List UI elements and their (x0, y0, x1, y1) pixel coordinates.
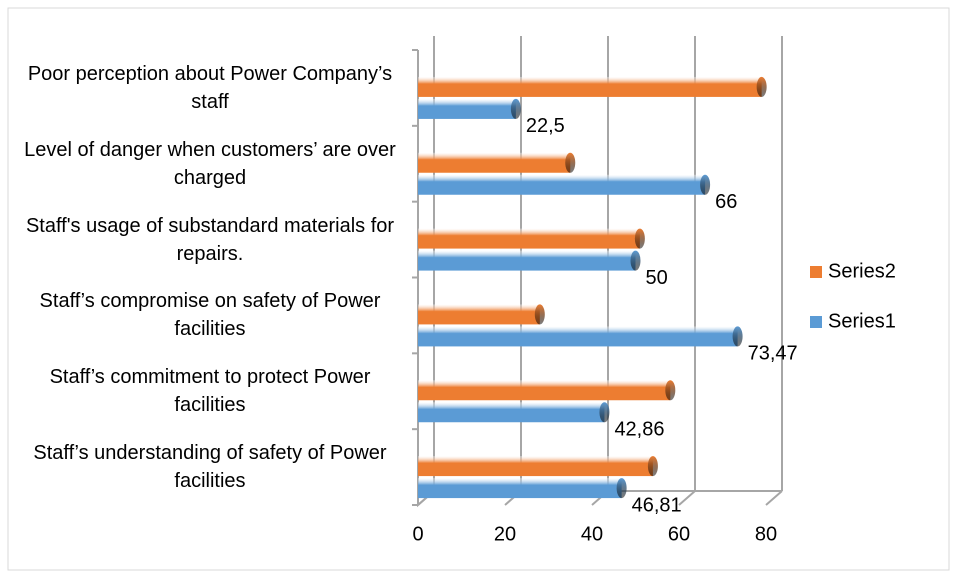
bar (418, 98, 521, 119)
bar-body (418, 478, 622, 499)
bar-body (418, 228, 640, 249)
bar-cap (630, 250, 641, 271)
legend-label: Series1 (828, 310, 896, 332)
data-label: 46,81 (632, 494, 682, 516)
bar (418, 478, 627, 499)
y-tick-label: Staff’s commitment to protect Power faci… (49, 366, 371, 417)
y-tick-label: Poor perception about Power Company’s st… (27, 62, 393, 113)
data-label: 50 (646, 267, 668, 289)
bar (418, 174, 711, 195)
bar-cap (647, 456, 658, 477)
data-label: 66 (715, 191, 737, 213)
x-tick-label: 20 (494, 523, 516, 545)
bar-body (418, 174, 706, 195)
bar (418, 380, 676, 401)
y-tick-label: Level of danger when customers’ are over… (24, 138, 396, 189)
bar-body (418, 402, 605, 423)
bar-cap (732, 326, 743, 347)
bar-body (418, 76, 762, 97)
bar-cap (634, 228, 645, 249)
x-tick-label: 0 (412, 523, 423, 545)
x-tick-label: 60 (668, 523, 690, 545)
bar-body (418, 152, 571, 173)
floor-line (765, 490, 783, 506)
bar (418, 76, 767, 97)
legend-swatch (810, 266, 822, 278)
data-label: 22,5 (526, 115, 565, 137)
data-label: 42,86 (614, 419, 664, 441)
bar-body (418, 250, 636, 271)
y-tick-label: Staff's usage of substandard materials f… (25, 214, 395, 265)
bar (418, 456, 658, 477)
x-tick-label: 40 (581, 523, 603, 545)
legend-swatch (810, 316, 822, 328)
bar-cap (665, 380, 676, 401)
bar-cap (700, 174, 711, 195)
bar-body (418, 304, 540, 325)
bar-body (418, 98, 516, 119)
data-label: 73,47 (748, 343, 798, 365)
bar (418, 402, 610, 423)
bar (418, 152, 576, 173)
bar-body (418, 326, 738, 347)
bar-cap (510, 98, 521, 119)
bar-cap (599, 402, 610, 423)
y-tick-label: Staff’s understanding of safety of Power… (33, 442, 387, 493)
bar (418, 250, 641, 271)
bar-cap (565, 152, 576, 173)
x-tick-label: 80 (755, 523, 777, 545)
bar (418, 304, 545, 325)
bar-body (418, 456, 653, 477)
y-tick-label: Staff’s compromise on safety of Power fa… (39, 290, 381, 341)
legend-label: Series2 (828, 260, 896, 282)
bar-body (418, 380, 671, 401)
bar-cap (616, 478, 627, 499)
bar (418, 228, 645, 249)
bar-cap (756, 76, 767, 97)
bar-cap (534, 304, 545, 325)
bar (418, 326, 743, 347)
floor-line (678, 490, 696, 506)
